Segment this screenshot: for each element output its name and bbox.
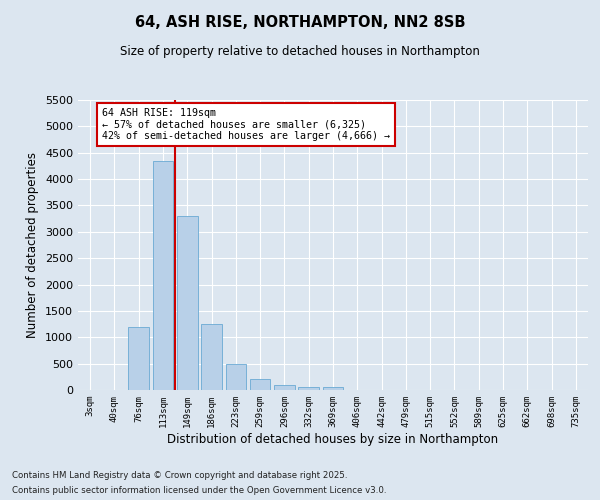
Bar — [128, 326, 149, 390]
Bar — [226, 364, 246, 390]
Y-axis label: Number of detached properties: Number of detached properties — [26, 152, 40, 338]
Text: Contains public sector information licensed under the Open Government Licence v3: Contains public sector information licen… — [12, 486, 386, 495]
Bar — [323, 388, 343, 390]
Bar — [152, 160, 173, 390]
Bar — [274, 384, 295, 390]
Text: 64 ASH RISE: 119sqm
← 57% of detached houses are smaller (6,325)
42% of semi-det: 64 ASH RISE: 119sqm ← 57% of detached ho… — [102, 108, 390, 141]
Text: Contains HM Land Registry data © Crown copyright and database right 2025.: Contains HM Land Registry data © Crown c… — [12, 471, 347, 480]
X-axis label: Distribution of detached houses by size in Northampton: Distribution of detached houses by size … — [167, 432, 499, 446]
Bar — [177, 216, 197, 390]
Bar — [298, 387, 319, 390]
Text: Size of property relative to detached houses in Northampton: Size of property relative to detached ho… — [120, 45, 480, 58]
Bar — [250, 380, 271, 390]
Bar — [201, 324, 222, 390]
Text: 64, ASH RISE, NORTHAMPTON, NN2 8SB: 64, ASH RISE, NORTHAMPTON, NN2 8SB — [135, 15, 465, 30]
